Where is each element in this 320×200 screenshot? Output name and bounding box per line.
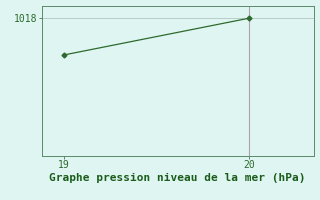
X-axis label: Graphe pression niveau de la mer (hPa): Graphe pression niveau de la mer (hPa) xyxy=(49,173,306,183)
